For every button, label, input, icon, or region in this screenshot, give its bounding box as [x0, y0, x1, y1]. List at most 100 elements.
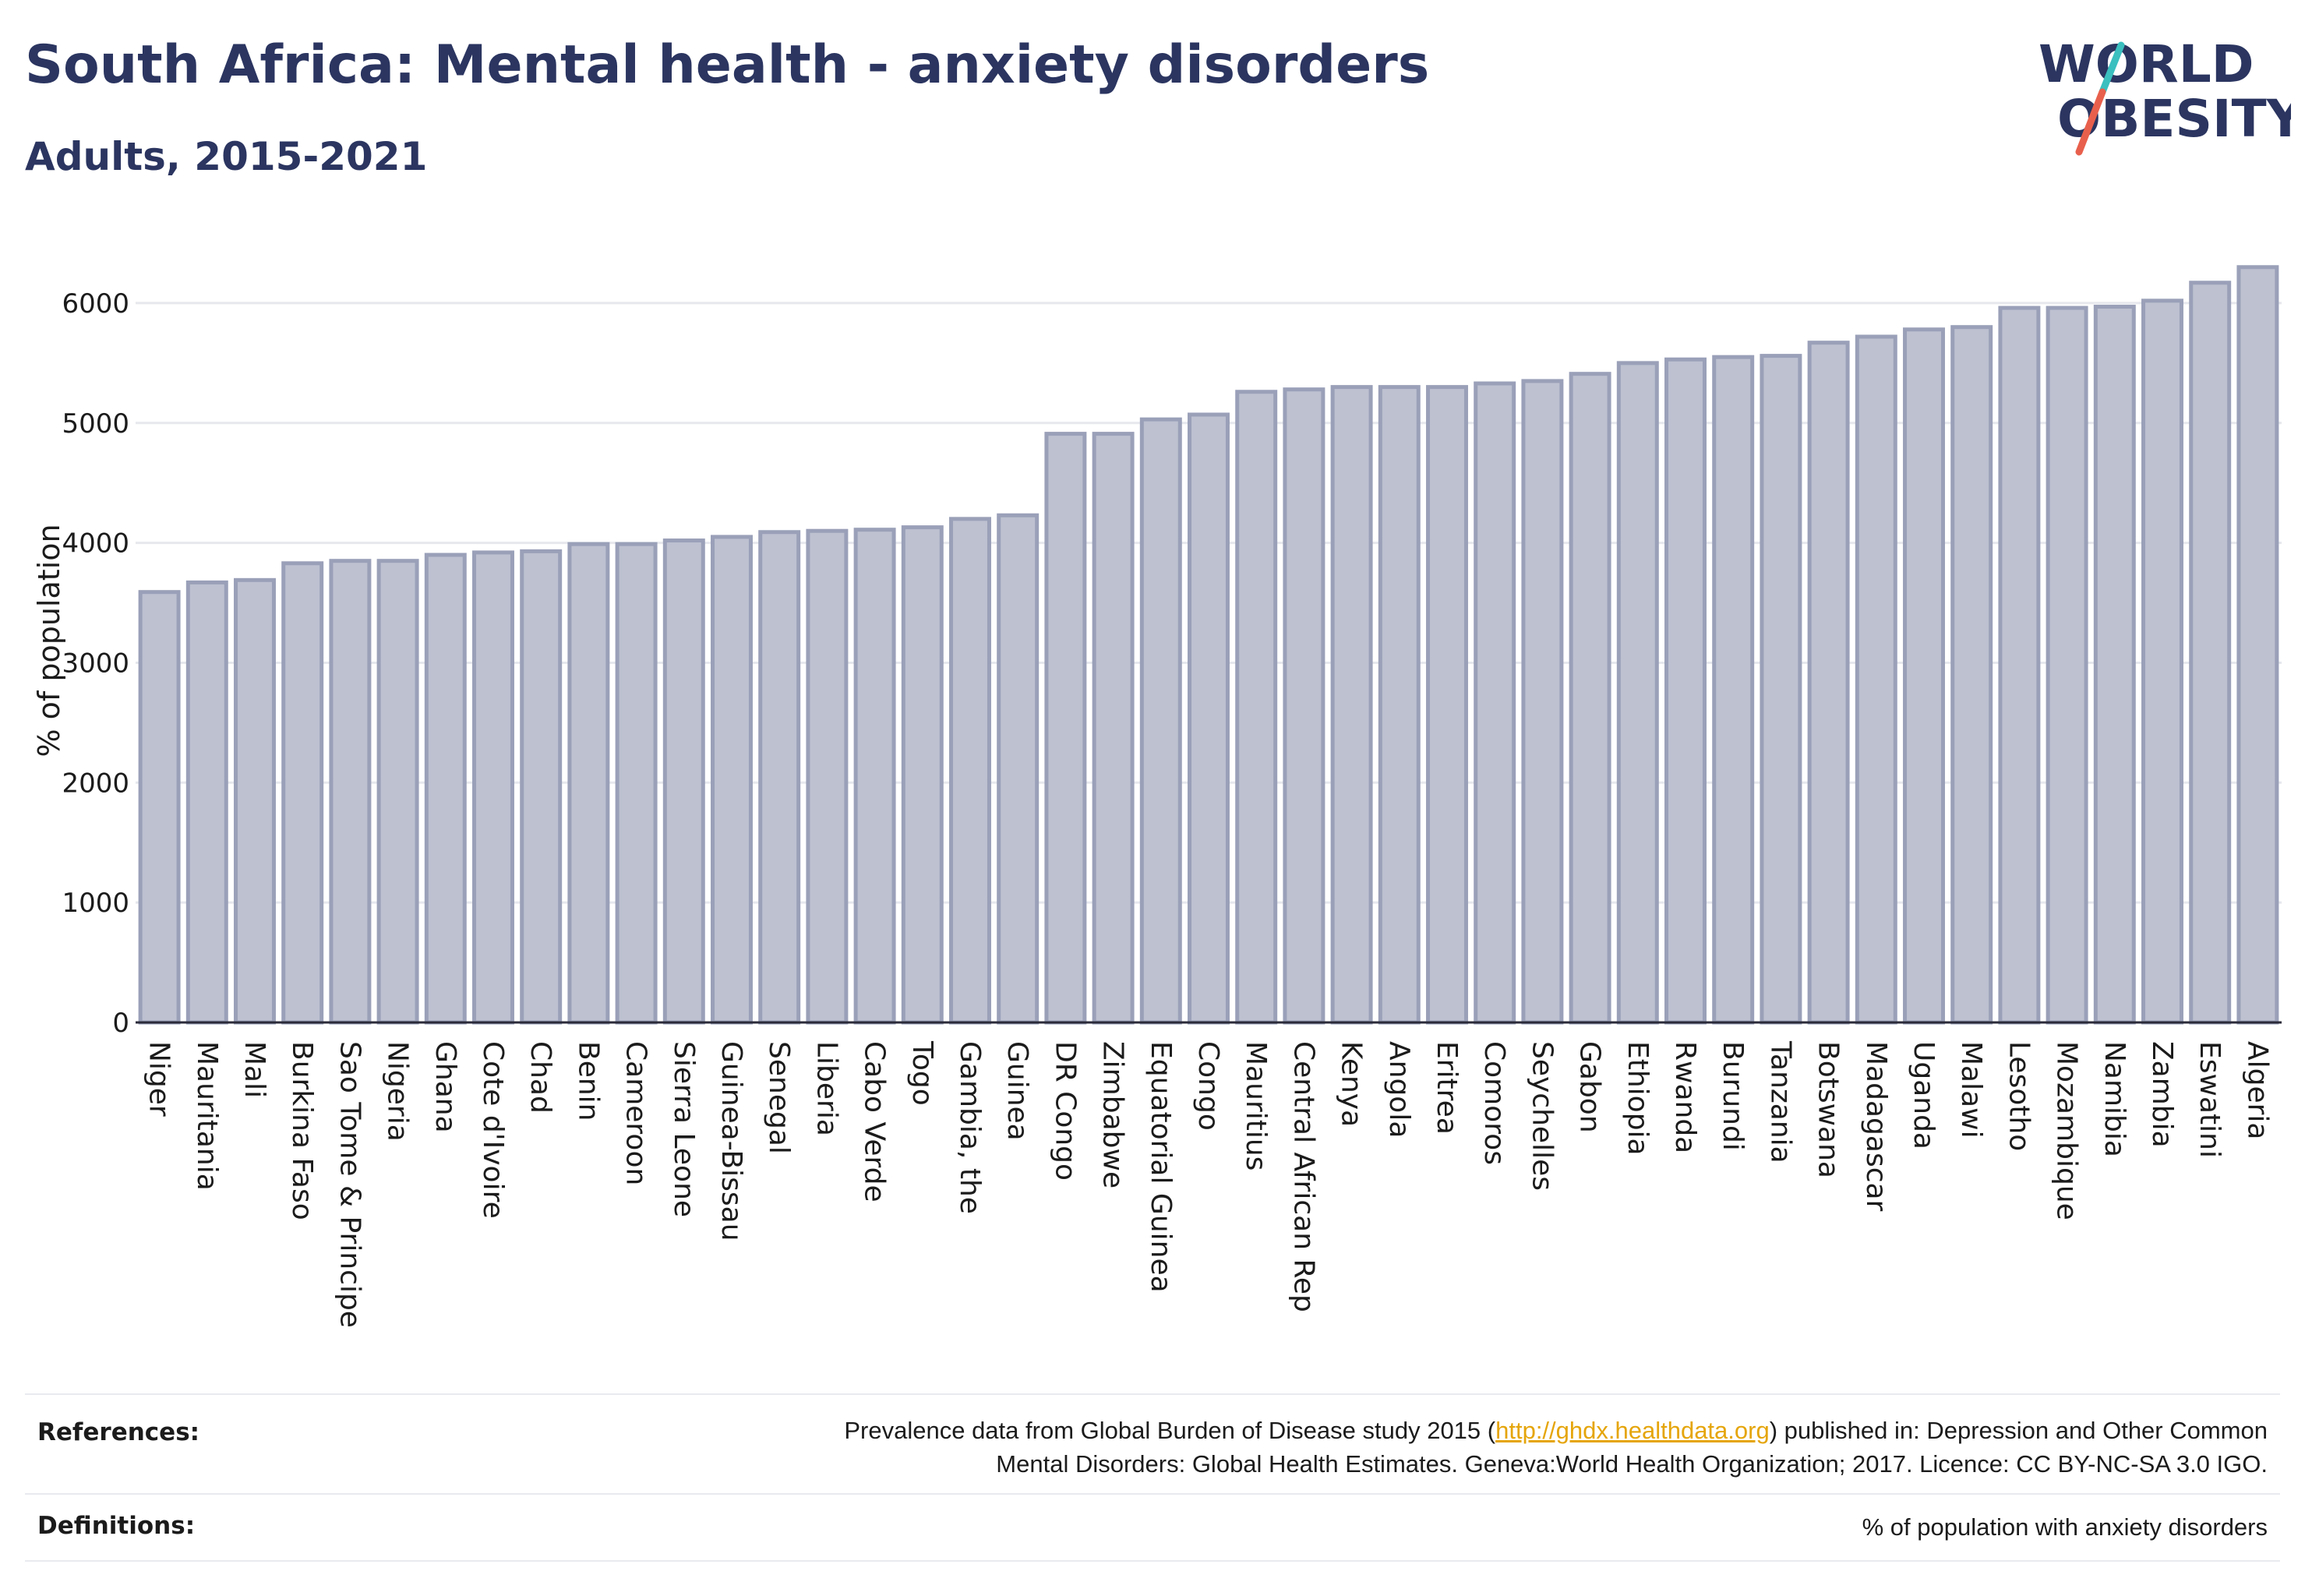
bar [1235, 390, 1278, 1025]
logo-line1: WORLD [2038, 34, 2254, 94]
bar [138, 590, 181, 1025]
bar [281, 561, 324, 1025]
x-tick-label: Zambia [2146, 1041, 2178, 1148]
bar [1330, 385, 1373, 1025]
bar [185, 580, 228, 1025]
x-tick-label: Mauritania [191, 1041, 223, 1191]
bar [1474, 381, 1516, 1025]
x-tick-label: Lesotho [2003, 1041, 2035, 1151]
bar [2141, 298, 2183, 1025]
bar [1760, 354, 1802, 1025]
bar [1903, 327, 1945, 1025]
x-tick-label: Cameroon [620, 1041, 652, 1185]
page-title: South Africa: Mental health - anxiety di… [25, 34, 1430, 96]
references-link[interactable]: http://ghdx.healthdata.org [1495, 1417, 1770, 1444]
bar [1092, 432, 1135, 1025]
y-tick-label: 3000 [62, 648, 129, 679]
y-tick-label: 1000 [62, 888, 129, 919]
y-axis-label: % of population [32, 524, 66, 757]
x-tick-label: Gambia, the [954, 1041, 986, 1214]
x-tick-label: Seychelles [1526, 1041, 1558, 1191]
x-tick-label: Central African Rep [1287, 1041, 1319, 1312]
y-tick-label: 0 [112, 1008, 129, 1039]
world-obesity-logo: WORLD OBESITY [2038, 34, 2291, 156]
x-tick-label: Liberia [810, 1041, 842, 1136]
y-tick-label: 2000 [62, 768, 129, 799]
bar [711, 535, 753, 1025]
x-tick-label: Burkina Faso [286, 1041, 318, 1220]
bar [1283, 387, 1325, 1025]
bar [329, 559, 372, 1025]
x-tick-label: Tanzania [1764, 1040, 1796, 1163]
references-label: References: [37, 1418, 200, 1446]
bar [1712, 355, 1755, 1025]
x-tick-label: Benin [572, 1041, 604, 1121]
bar [1855, 334, 1897, 1025]
bar [1188, 412, 1230, 1025]
bar [615, 542, 658, 1025]
x-tick-label: Guinea [1001, 1041, 1033, 1141]
x-tick-label: Congo [1192, 1041, 1224, 1131]
bar [758, 530, 801, 1025]
x-tick-label: Namibia [2099, 1041, 2130, 1157]
bar [2046, 305, 2088, 1025]
bar [853, 528, 896, 1025]
bar [1139, 417, 1182, 1025]
y-tick-label: 4000 [62, 528, 129, 560]
bar [1569, 372, 1611, 1025]
bar [1616, 361, 1659, 1025]
bar [1998, 305, 2041, 1025]
x-tick-label: Cabo Verde [859, 1041, 891, 1202]
x-tick-label: Zimbabwe [1097, 1041, 1129, 1188]
references-text-before: Prevalence data from Global Burden of Di… [844, 1417, 1496, 1444]
bar [1044, 432, 1087, 1025]
bar [1807, 341, 1850, 1025]
x-tick-label: Madagascar [1860, 1041, 1892, 1212]
references-row: References: Prevalence data from Global … [25, 1393, 2280, 1493]
logo-slash-top [2099, 41, 2125, 96]
y-tick-label: 5000 [62, 408, 129, 440]
bar [520, 549, 563, 1025]
bar [1378, 385, 1421, 1025]
x-tick-label: Burundi [1717, 1041, 1749, 1151]
x-tick-label: Eritrea [1431, 1041, 1463, 1135]
x-tick-label: Mozambique [2051, 1041, 2083, 1220]
x-tick-label: Niger [143, 1041, 175, 1117]
x-tick-label: Guinea-Bissau [715, 1041, 747, 1241]
references-line2: Mental Disorders: Global Health Estimate… [996, 1450, 2268, 1478]
x-tick-label: DR Congo [1049, 1041, 1081, 1181]
x-tick-label: Mali [238, 1041, 270, 1098]
bar [1521, 379, 1564, 1025]
x-tick-label: Equatorial Guinea [1145, 1041, 1177, 1293]
x-tick-label: Sierra Leone [668, 1041, 700, 1217]
x-tick-label: Nigeria [382, 1041, 414, 1142]
bar [1426, 385, 1468, 1025]
references-table: References: Prevalence data from Global … [25, 1393, 2280, 1562]
page-subtitle: Adults, 2015-2021 [25, 134, 428, 179]
bar [2093, 305, 2136, 1025]
y-tick-label: 6000 [62, 288, 129, 320]
bar [997, 513, 1040, 1025]
references-text: Prevalence data from Global Burden of Di… [844, 1414, 2268, 1481]
x-tick-label: Malawi [1955, 1041, 1987, 1139]
definitions-row: Definitions: % of population with anxiet… [25, 1493, 2280, 1562]
x-tick-label: Ghana [429, 1041, 461, 1133]
x-tick-label: Rwanda [1669, 1041, 1701, 1153]
bar [2189, 281, 2232, 1025]
bar [472, 550, 514, 1025]
bar [662, 538, 705, 1025]
bar [2236, 265, 2279, 1025]
bar-chart: 0 1000 2000 3000 4000 5000 6000 % of population… [32, 265, 2282, 1328]
x-tick-label: Kenya [1336, 1041, 1368, 1127]
bar [424, 553, 467, 1025]
x-tick-label: Comoros [1478, 1041, 1510, 1165]
x-tick-label: Uganda [1908, 1041, 1940, 1149]
bar [901, 525, 944, 1025]
bar [1950, 325, 1993, 1025]
x-tick-label: Algeria [2241, 1041, 2273, 1140]
logo-slash-bottom [2075, 88, 2106, 156]
x-tick-label: Botswana [1813, 1041, 1844, 1178]
definitions-text: % of population with anxiety disorders [1862, 1513, 2268, 1541]
bar [234, 577, 276, 1025]
references-text-after: ) published in: Depression and Other Com… [1769, 1417, 2268, 1444]
